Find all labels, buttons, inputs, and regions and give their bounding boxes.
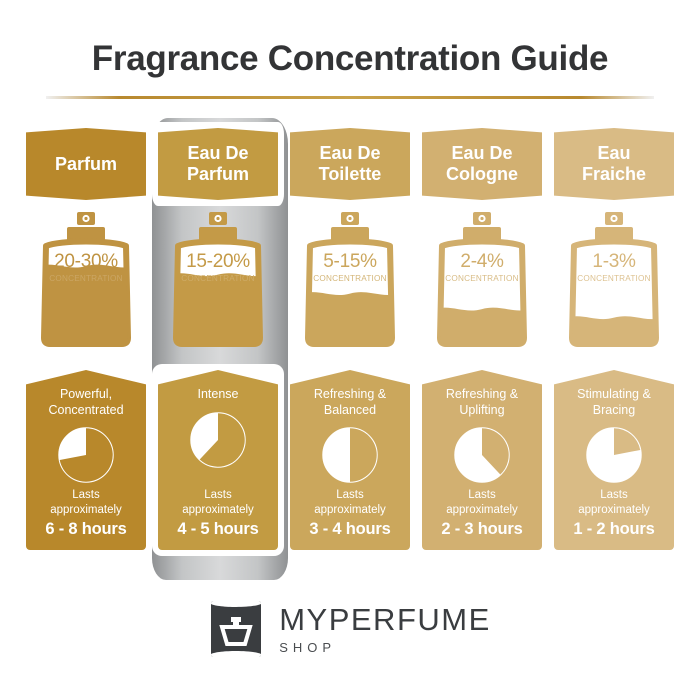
character-text: Powerful, Concentrated — [48, 387, 124, 417]
fragrance-column-5[interactable]: Eau Fraiche — [554, 128, 674, 568]
lasts-duration: 3 - 4 hours — [309, 520, 391, 538]
column-header-wrap: Eau De Toilette — [290, 128, 410, 200]
longevity-card-wrap: Refreshing & Uplifting Lasts approximately… — [422, 370, 542, 550]
longevity-pie-chart — [454, 427, 510, 483]
fragrance-column-3[interactable]: Eau De Toilette — [290, 128, 410, 568]
longevity-card-wrap: Refreshing & Balanced Lasts approximately … — [290, 370, 410, 550]
character-text: Refreshing & Uplifting — [445, 387, 519, 417]
longevity-card[interactable]: Refreshing & Uplifting Lasts approximately… — [422, 370, 542, 550]
column-header-wrap: Eau De Cologne — [422, 128, 542, 200]
column-header-wrap: Parfum — [26, 128, 146, 200]
bottle-graphic: 2-4% CONCENTRATION — [422, 200, 542, 358]
longevity-pie-chart — [190, 411, 246, 468]
fragrance-column-4[interactable]: Eau De Cologne — [422, 128, 542, 568]
column-header-band[interactable]: Eau Fraiche — [554, 128, 674, 200]
bottle-liquid-fill — [440, 307, 524, 344]
bottle-liquid-fill — [308, 292, 392, 344]
character-text: Refreshing & Balanced — [313, 387, 387, 417]
bottle-graphic: 15-20% CONCENTRATION — [158, 200, 278, 358]
lasts-label: Lasts approximately — [578, 489, 650, 517]
perfume-bottle-shield-icon — [211, 601, 262, 657]
bottle-graphic: 1-3% CONCENTRATION — [554, 200, 674, 358]
fragrance-columns: Parfum — [26, 122, 674, 568]
lasts-label: Lasts approximately — [314, 489, 386, 517]
longevity-pie-chart — [586, 427, 642, 483]
longevity-card[interactable]: Intense Lasts approximately 4 - 5 hours — [158, 370, 278, 550]
longevity-pie-chart — [322, 427, 378, 483]
character-text: Intense — [197, 387, 239, 401]
brand-wordmark: MYPERFUME SHOP — [279, 604, 491, 654]
bottle-liquid-fill — [176, 273, 260, 344]
lasts-label: Lasts approximately — [182, 489, 254, 517]
lasts-duration: 4 - 5 hours — [177, 520, 259, 538]
column-title: Eau De Toilette — [318, 143, 382, 184]
column-header-band[interactable]: Parfum — [26, 128, 146, 200]
lasts-duration: 1 - 2 hours — [573, 520, 655, 538]
longevity-card[interactable]: Stimulating & Bracing Lasts approximately … — [554, 370, 674, 550]
longevity-card-wrap: Stimulating & Bracing Lasts approximately … — [554, 370, 674, 550]
lasts-label: Lasts approximately — [50, 489, 122, 517]
lasts-duration: 6 - 8 hours — [45, 520, 127, 538]
column-header-wrap: Eau Fraiche — [554, 128, 674, 200]
bottle-graphic: 5-15% CONCENTRATION — [290, 200, 410, 358]
lasts-duration: 2 - 3 hours — [441, 520, 523, 538]
perfume-bottle-icon — [305, 212, 395, 347]
bottle-liquid-fill — [44, 264, 128, 344]
brand-name: MYPERFUME — [279, 602, 491, 637]
fragrance-column-1[interactable]: Parfum — [26, 128, 146, 568]
column-title: Eau De Parfum — [186, 143, 249, 184]
column-title: Eau Fraiche — [581, 143, 647, 184]
fragrance-column-2[interactable]: Eau De Parfum — [152, 122, 284, 568]
brand-subtitle: SHOP — [279, 640, 337, 655]
column-header-band[interactable]: Eau De Toilette — [290, 128, 410, 200]
column-title: Eau De Cologne — [446, 143, 518, 184]
column-header-band[interactable]: Eau De Parfum — [158, 128, 278, 200]
perfume-bottle-icon — [569, 212, 659, 347]
page-title: Fragrance Concentration Guide — [91, 39, 609, 78]
bottle-graphic: 20-30% CONCENTRATION — [26, 200, 146, 358]
column-title: Parfum — [54, 153, 117, 174]
longevity-card-wrap: Powerful, Concentrated Lasts approximately… — [26, 370, 146, 550]
perfume-bottle-icon — [173, 212, 263, 347]
longevity-pie-chart — [58, 427, 114, 483]
perfume-bottle-icon — [437, 212, 527, 347]
lasts-label: Lasts approximately — [446, 489, 518, 517]
perfume-bottle-icon — [41, 212, 131, 347]
brand-footer: MYPERFUME SHOP — [0, 600, 700, 658]
character-text: Stimulating & Bracing — [577, 387, 651, 417]
title-block: Fragrance Concentration Guide — [0, 39, 700, 99]
longevity-card[interactable]: Refreshing & Balanced Lasts approximately … — [290, 370, 410, 550]
column-header-wrap: Eau De Parfum — [152, 122, 284, 206]
bottle-liquid-fill — [572, 316, 656, 344]
longevity-card-wrap: Intense Lasts approximately 4 - 5 hours — [152, 364, 284, 556]
longevity-card[interactable]: Powerful, Concentrated Lasts approximately… — [26, 370, 146, 550]
column-header-band[interactable]: Eau De Cologne — [422, 128, 542, 200]
title-underline-rule — [46, 96, 654, 99]
